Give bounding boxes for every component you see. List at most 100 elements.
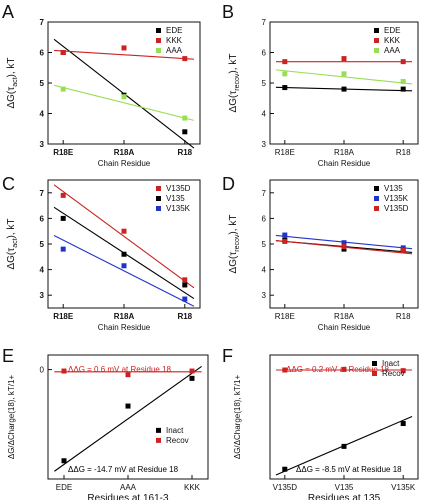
legend-label-ede: EDE — [166, 26, 182, 35]
data-point-v135 — [60, 215, 66, 221]
x-tick-label: V135 — [335, 483, 354, 492]
y-tick-label: 3 — [262, 140, 267, 149]
legend-swatch-kkk — [156, 38, 161, 43]
data-point-recov — [341, 366, 347, 372]
legend-swatch-v135d — [374, 206, 379, 211]
x-axis-label: Residues at 161-3 — [87, 493, 169, 500]
y-tick-label: 5 — [40, 240, 45, 249]
y-tick-label: 6 — [262, 49, 267, 58]
legend-label-inact: Inact — [166, 426, 184, 435]
data-point-recov — [189, 368, 195, 374]
x-tick-label: R18E — [53, 312, 74, 321]
legend-swatch-v135k — [374, 196, 379, 201]
data-point-inact — [282, 466, 288, 472]
x-tick-label: AAA — [120, 483, 137, 492]
legend-label-recov: Recov — [382, 369, 405, 378]
y-tick-label: 4 — [40, 110, 45, 119]
x-tick-label: V135D — [273, 483, 298, 492]
data-point-v135 — [341, 246, 347, 252]
x-tick-label: KKK — [184, 483, 201, 492]
x-tick-label: R18E — [275, 312, 295, 321]
y-tick-label: 4 — [262, 110, 267, 119]
fit-line-v135k — [53, 235, 195, 307]
panel-e: E 0 EDE AAA KKK Residues at 161-3 ΔG/ΔCharge(1… — [2, 346, 209, 500]
data-point-kkk — [182, 56, 188, 62]
data-point-v135 — [182, 282, 188, 288]
y-axis-label: ΔG/ΔCharge(18), kT/1+ — [233, 375, 242, 460]
legend-swatch-v135 — [156, 196, 161, 201]
panel-letter-b: B — [222, 2, 234, 22]
panel-b: B 3 4 5 6 7 R18E R18A R18 Chain Residue ΔG(τrecov)… — [222, 2, 419, 168]
x-axis-label: Residues at 135 — [308, 493, 381, 500]
legend-label-v135d: V135D — [384, 204, 409, 213]
panel-letter-d: D — [222, 174, 235, 194]
legend-label-kkk: KKK — [384, 36, 401, 45]
panel-letter-a: A — [2, 2, 14, 22]
data-point-aaa — [341, 71, 347, 77]
annotation-inact: ΔΔG = -14.7 mV at Residue 18 — [68, 465, 179, 474]
panel-letter-c: C — [2, 174, 15, 194]
data-point-inact — [61, 458, 67, 464]
panel-a: A 3 4 5 6 7 R18E R18A R18 Chain Residue ΔG(τact), … — [2, 2, 201, 168]
data-point-ede — [182, 129, 188, 135]
data-point-kkk — [400, 59, 406, 65]
data-point-v135d — [400, 247, 406, 253]
x-axis-label: Chain Residue — [318, 159, 371, 168]
y-axis-label: ΔG(τrecov), kT — [228, 54, 241, 113]
panel-d: D 3 4 5 6 7 R18E R18A R18 Chain Residue ΔG(τrecov)… — [222, 174, 419, 332]
data-point-v135k — [341, 240, 347, 246]
legend-label-aaa: AAA — [384, 46, 401, 55]
fit-line-v135d — [53, 184, 195, 289]
data-point-ede — [282, 85, 288, 91]
y-tick-label: 6 — [40, 49, 45, 58]
legend-label-recov: Recov — [166, 436, 189, 445]
y-tick-label: 7 — [262, 189, 267, 198]
data-point-aaa — [121, 94, 127, 100]
legend-swatch-inact — [156, 427, 161, 433]
data-point-v135k — [121, 263, 127, 269]
x-axis-label: Chain Residue — [98, 159, 151, 168]
legend-swatch-recov — [372, 371, 377, 376]
y-tick-label: 4 — [262, 266, 267, 275]
legend-label-inact: Inact — [382, 359, 400, 368]
x-axis-label: Chain Residue — [318, 323, 371, 332]
x-tick-label: R18 — [396, 148, 411, 157]
data-point-v135k — [60, 246, 66, 252]
data-point-inact — [189, 375, 195, 381]
y-tick-label: 0 — [40, 366, 45, 375]
y-axis-label: ΔG/ΔCharge(18), kT/1+ — [7, 375, 16, 460]
fit-line-aaa — [53, 84, 195, 121]
annotation-recov: ΔΔG = 0.2 mV at Residue 18 — [286, 365, 390, 374]
x-tick-label: R18A — [114, 148, 135, 157]
y-tick-label: 7 — [262, 18, 267, 27]
data-point-ede — [400, 86, 406, 92]
x-tick-label: R18A — [334, 148, 355, 157]
x-tick-label: R18 — [396, 312, 411, 321]
legend-label-v135d: V135D — [166, 184, 191, 193]
y-tick-label: 6 — [262, 214, 267, 223]
data-point-aaa — [60, 86, 66, 92]
panel-f: F V135D V135 V135K Residues at 135 ΔG/ΔCharge… — [222, 346, 419, 500]
legend-label-v135k: V135K — [384, 194, 409, 203]
data-point-recov — [400, 368, 406, 374]
fit-line-inact — [54, 365, 202, 472]
data-point-v135k — [400, 245, 406, 251]
legend-swatch-ede — [156, 28, 161, 33]
legend-swatch-v135k — [156, 206, 161, 211]
legend-swatch-aaa — [156, 48, 161, 53]
data-point-kkk — [282, 59, 288, 65]
legend-label-aaa: AAA — [166, 46, 183, 55]
y-tick-label: 6 — [40, 214, 45, 223]
data-point-aaa — [182, 115, 188, 121]
fit-line-kkk — [54, 49, 194, 60]
y-tick-label: 4 — [40, 266, 45, 275]
panel-c: C 3 4 5 6 7 R18E R18A R18 Chain Residue ΔG(τact), … — [2, 174, 201, 332]
y-tick-label: 3 — [40, 291, 45, 300]
panel-letter-e: E — [2, 346, 14, 366]
legend-swatch-v135d — [156, 186, 161, 191]
